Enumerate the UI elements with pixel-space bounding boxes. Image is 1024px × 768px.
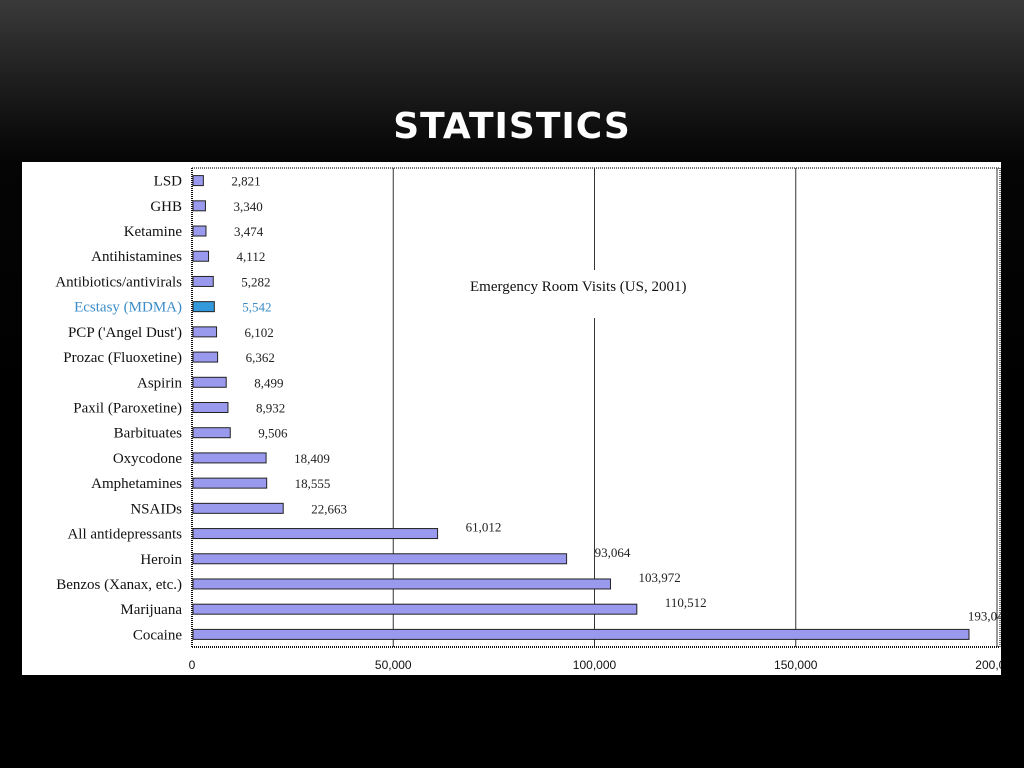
bar (192, 402, 229, 413)
category-label: Antibiotics/antivirals (55, 274, 182, 290)
bars (192, 175, 970, 640)
bar (192, 502, 284, 514)
value-label: 8,932 (256, 401, 285, 416)
value-label: 3,474 (234, 224, 264, 239)
bar (192, 175, 204, 187)
bar (192, 578, 611, 590)
value-label: 18,409 (294, 451, 330, 466)
value-label: 110,512 (665, 595, 707, 610)
bar (192, 376, 227, 388)
annotation-background (462, 270, 742, 318)
value-labels: 2,821 3,340 3,474 4,112 5,282 5,542 6,102 6,362… (231, 174, 1001, 624)
value-label: 4,112 (237, 249, 266, 264)
bar (192, 477, 268, 489)
x-tick-label: 150,000 (774, 658, 818, 672)
category-label: Benzos (Xanax, etc.) (56, 577, 182, 593)
bar (192, 628, 970, 640)
bar (192, 528, 439, 540)
value-label: 6,102 (245, 325, 274, 340)
category-label: Ketamine (124, 224, 183, 240)
value-label: 5,282 (241, 274, 270, 289)
value-label: 6,362 (246, 350, 275, 365)
bar-chart: LSD GHB Ketamine Antihistamines Antibiotics/… (55, 167, 1001, 672)
bar (192, 250, 210, 262)
value-label: 8,499 (254, 375, 283, 390)
x-tick-label: 0 (189, 658, 196, 672)
chart-panel: LSD GHB Ketamine Antihistamines Antibiotics/… (22, 162, 1001, 675)
bar (192, 200, 206, 212)
bar (192, 351, 219, 363)
category-label: Prozac (Fluoxetine) (63, 350, 182, 366)
bar (192, 301, 215, 313)
category-label: Cocaine (133, 627, 182, 643)
category-label: Ecstasy (MDMA) (74, 300, 182, 316)
grid-lines (192, 167, 1001, 647)
bar (192, 275, 214, 287)
bar (192, 326, 218, 338)
bar (192, 452, 267, 464)
category-label: All antidepressants (67, 527, 182, 543)
value-label: 61,012 (466, 520, 502, 535)
category-label: LSD (154, 174, 183, 190)
category-label: Marijuana (120, 602, 182, 618)
category-label: Amphetamines (91, 476, 182, 492)
category-label: NSAIDs (130, 501, 182, 517)
category-label: Paxil (Paroxetine) (73, 401, 182, 417)
x-tick-label: 50,000 (375, 658, 412, 672)
category-label: Oxycodone (113, 451, 182, 467)
value-label: 3,340 (233, 199, 262, 214)
category-label: Barbituates (114, 426, 182, 442)
value-label: 193,043 (968, 608, 1001, 623)
value-label: 5,542 (242, 300, 271, 315)
bar (192, 553, 568, 565)
value-label: 22,663 (311, 501, 347, 516)
x-tick-label: 100,000 (573, 658, 617, 672)
value-label: 9,506 (258, 426, 288, 441)
category-label: Antihistamines (91, 249, 182, 265)
value-label: 18,555 (295, 476, 331, 491)
category-label: GHB (150, 199, 182, 215)
category-labels: LSD GHB Ketamine Antihistamines Antibiotics/… (55, 174, 182, 644)
category-label: Aspirin (137, 375, 183, 391)
value-label: 2,821 (231, 174, 260, 189)
x-axis: 0 50,000 100,000 150,000 200,000 (189, 168, 1001, 672)
slide-title: STATISTICS (393, 106, 631, 147)
value-label: 103,972 (638, 570, 680, 585)
value-label: 93,064 (595, 545, 631, 560)
bar (192, 427, 231, 439)
bar (192, 225, 207, 237)
category-label: Heroin (140, 552, 182, 568)
category-label: PCP ('Angel Dust') (68, 325, 182, 341)
chart-annotation: Emergency Room Visits (US, 2001) (470, 279, 686, 295)
x-tick-label: 200,000 (975, 658, 1001, 672)
bar (192, 603, 638, 615)
